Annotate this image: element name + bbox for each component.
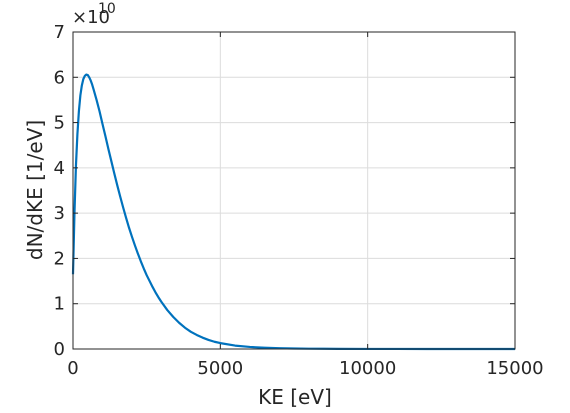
series-line <box>71 73 515 351</box>
y-tick-label: 4 <box>54 158 65 179</box>
y-axis-label: dN/dKE [1/eV] <box>23 120 47 260</box>
y-tick-label: 6 <box>54 67 65 88</box>
y-multiplier-exponent: 10 <box>98 1 116 17</box>
y-tick-label: 1 <box>54 294 65 315</box>
ticks <box>72 31 516 350</box>
y-tick-label: 3 <box>54 203 65 224</box>
y-multiplier-base: ×10 <box>72 7 110 28</box>
y-tick-label: 5 <box>54 113 65 134</box>
plot-frame <box>72 31 516 350</box>
y-tick-label: 7 <box>54 22 65 43</box>
x-tick-label: 10000 <box>339 358 396 379</box>
tick-labels: 0 5000 10000 15000 0 1 2 3 4 5 6 7 <box>54 22 544 379</box>
x-tick-label: 0 <box>67 358 78 379</box>
y-tick-label: 2 <box>54 248 65 269</box>
x-axis-label: KE [eV] <box>258 385 332 409</box>
x-tick-label: 5000 <box>197 358 243 379</box>
x-tick-label: 15000 <box>486 358 543 379</box>
y-tick-label: 0 <box>54 339 65 360</box>
